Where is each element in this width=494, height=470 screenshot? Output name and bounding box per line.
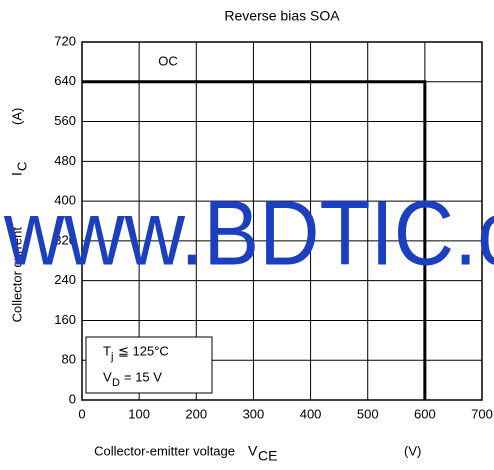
x-tick-label: 500 [357, 406, 379, 421]
y-tick-label: 560 [54, 113, 76, 128]
y-tick-label: 640 [54, 73, 76, 88]
y-tick-label: 480 [54, 153, 76, 168]
y-tick-label: 160 [54, 312, 76, 327]
y-tick-label: 720 [54, 33, 76, 48]
annotation-text: ≦ 125°C [118, 343, 169, 358]
y-axis-unit: (A) [9, 108, 24, 125]
annotation-box [85, 336, 213, 394]
y-axis-label-group: Collector current I C (A) [9, 108, 30, 323]
y-tick-label: 240 [54, 272, 76, 287]
x-tick-label: 300 [243, 406, 265, 421]
y-axis-symbol: I [9, 172, 25, 176]
x-axis-symbol: V [248, 443, 258, 459]
annotation-subscript: D [112, 377, 120, 389]
annotation-symbol: V [103, 369, 112, 384]
x-tick-label: 700 [471, 406, 493, 421]
y-tick-label: 400 [54, 193, 76, 208]
x-axis-subscript: CE [258, 448, 277, 464]
annotation-text: = 15 V [124, 369, 162, 384]
x-tick-label: 100 [128, 406, 150, 421]
y-tick-label: 320 [54, 232, 76, 247]
annotation-symbol: T [103, 343, 111, 358]
y-tick-label: 80 [62, 352, 76, 367]
x-tick-label: 200 [185, 406, 207, 421]
x-tick-label: 600 [414, 406, 436, 421]
soa-line [82, 80, 427, 400]
x-axis-unit: (V) [404, 443, 421, 458]
y-axis-subscript: C [14, 162, 29, 171]
x-tick-label: 0 [78, 406, 85, 421]
x-tick-label: 400 [300, 406, 322, 421]
x-axis-label: Collector-emitter voltage [94, 443, 235, 458]
chart-title: Reverse bias SOA [224, 8, 340, 24]
annotation-subscript: j [110, 351, 113, 363]
annotation-region: OC [158, 53, 178, 68]
y-tick-label: 0 [69, 391, 76, 406]
watermark: www.BDTIC.c [3, 182, 494, 284]
y-axis-label: Collector current [9, 227, 24, 323]
